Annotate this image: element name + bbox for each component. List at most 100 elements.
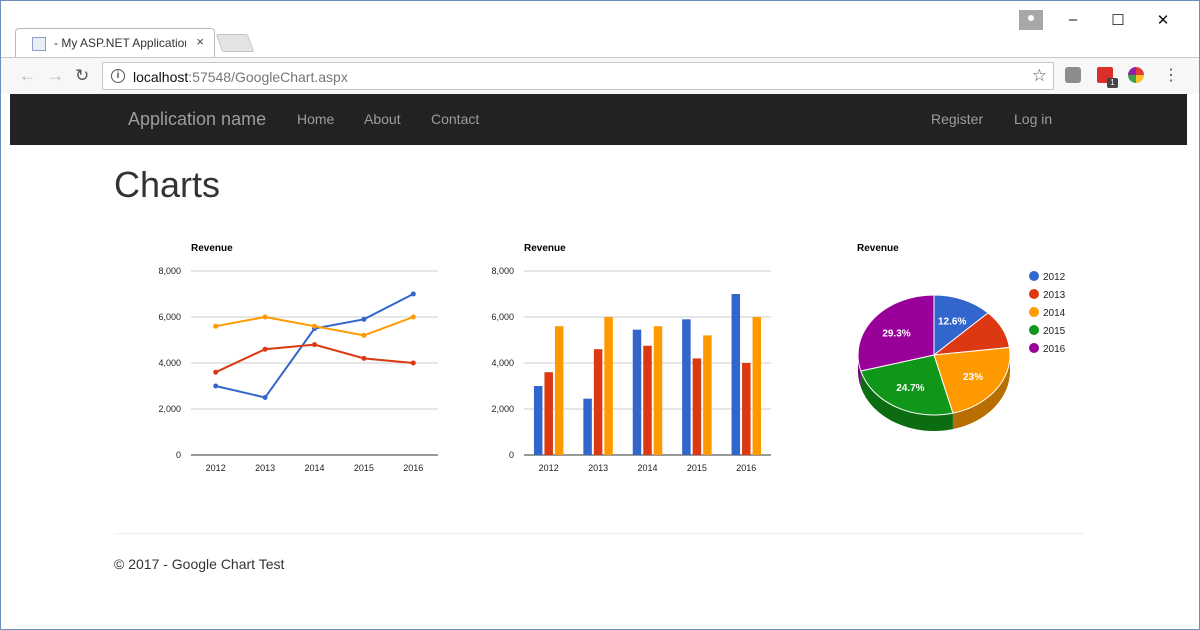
bar xyxy=(632,329,642,455)
data-point xyxy=(361,332,367,338)
maximize-button[interactable]: ☐ xyxy=(1111,12,1125,29)
data-point xyxy=(410,360,416,366)
bar xyxy=(752,317,762,455)
nav-link-home[interactable]: Home xyxy=(297,111,335,127)
bar xyxy=(682,319,691,455)
title-bar: - My ASP.NET Application × – ☐ ✕ xyxy=(1,1,1199,57)
pie-chart: Revenue 12.6% 23% 24.7% 29.3% 2012 2013 2014 201… xyxy=(807,237,1097,487)
data-point xyxy=(312,323,317,329)
minimize-button[interactable]: – xyxy=(1068,11,1078,28)
bar xyxy=(653,326,663,455)
data-point xyxy=(410,314,416,320)
nav-link-login[interactable]: Log in xyxy=(1014,111,1053,127)
bar xyxy=(604,317,613,455)
chart-title: Revenue xyxy=(524,243,566,254)
browser-toolbar: ← → ↻ i localhost:57548/GoogleChart.aspx… xyxy=(1,57,1199,94)
x-tick-label: 2012 xyxy=(539,463,559,473)
profile-icon[interactable] xyxy=(1019,10,1043,30)
back-arrow-icon[interactable]: ← xyxy=(19,66,36,85)
line-chart: Revenue 0 2,000 4,000 6,000 8,000 2012 2013 2014… xyxy=(141,237,451,487)
color-extension-icon[interactable] xyxy=(1128,67,1144,83)
x-tick-label: 2012 xyxy=(206,463,226,473)
data-point xyxy=(410,291,416,297)
pie-slice xyxy=(933,294,989,357)
pie-slice-label: 12.6% xyxy=(938,317,966,328)
data-point xyxy=(262,314,268,320)
line-chart-svg: Revenue 0 2,000 4,000 6,000 8,000 2012 2013 2014… xyxy=(158,243,438,473)
pie-slice xyxy=(860,354,954,416)
pie-slice-label: 24.7% xyxy=(896,383,924,394)
data-point xyxy=(262,395,268,400)
tab-title: - My ASP.NET Application xyxy=(54,36,186,50)
forward-arrow-icon[interactable]: → xyxy=(47,66,64,85)
legend-label: 2013 xyxy=(1043,290,1066,301)
nav-link-register[interactable]: Register xyxy=(931,111,984,127)
brand-link[interactable]: Application name xyxy=(128,109,267,129)
legend-label: 2016 xyxy=(1043,344,1066,355)
data-point xyxy=(213,383,219,389)
url-text[interactable]: localhost:57548/GoogleChart.aspx xyxy=(133,69,348,85)
legend-swatch xyxy=(1029,325,1039,335)
x-tick-label: 2016 xyxy=(403,463,423,473)
x-tick-label: 2013 xyxy=(255,463,275,473)
y-tick-label: 2,000 xyxy=(158,404,181,414)
x-tick-label: 2016 xyxy=(736,463,756,473)
footer-text: © 2017 - Google Chart Test xyxy=(114,556,285,572)
data-point xyxy=(361,355,367,361)
footer-divider xyxy=(114,533,1084,534)
info-icon[interactable]: i xyxy=(111,69,125,83)
series-line xyxy=(215,343,414,374)
chart-title: Revenue xyxy=(191,243,233,254)
pie-slice xyxy=(933,346,1011,414)
site-navbar: Application name Home About Contact Regi… xyxy=(10,94,1187,145)
bar xyxy=(583,398,592,455)
y-tick-label: 8,000 xyxy=(158,266,181,276)
bar xyxy=(533,386,543,455)
legend-label: 2015 xyxy=(1043,326,1066,337)
bookmark-star-icon[interactable]: ☆ xyxy=(1031,66,1047,85)
close-window-button[interactable]: ✕ xyxy=(1156,12,1170,29)
bar xyxy=(692,358,702,455)
y-tick-label: 0 xyxy=(176,450,181,460)
pie-slice-label: 23% xyxy=(963,372,983,383)
nav-link-about[interactable]: About xyxy=(364,111,401,127)
bar xyxy=(643,345,652,455)
legend-swatch xyxy=(1029,271,1039,281)
nav-link-contact[interactable]: Contact xyxy=(431,111,480,127)
browser-menu-icon[interactable]: ⋮ xyxy=(1163,67,1179,84)
legend-swatch xyxy=(1029,307,1039,317)
bar xyxy=(554,326,564,455)
legend-label: 2014 xyxy=(1043,308,1066,319)
x-tick-label: 2014 xyxy=(637,463,657,473)
pocket-extension-icon[interactable] xyxy=(1065,67,1081,83)
reload-icon[interactable]: ↻ xyxy=(75,66,90,85)
x-tick-label: 2015 xyxy=(354,463,374,473)
data-point xyxy=(312,342,317,348)
y-tick-label: 4,000 xyxy=(491,358,514,368)
url-path: :57548/GoogleChart.aspx xyxy=(188,69,348,85)
x-tick-label: 2013 xyxy=(588,463,608,473)
y-tick-label: 6,000 xyxy=(158,312,181,322)
chart-title: Revenue xyxy=(857,243,899,254)
data-point xyxy=(262,346,268,352)
new-tab-button[interactable] xyxy=(215,34,255,52)
pie-slice-side xyxy=(952,355,1010,430)
y-tick-label: 8,000 xyxy=(491,266,514,276)
y-tick-label: 2,000 xyxy=(491,404,514,414)
browser-tab[interactable]: - My ASP.NET Application × xyxy=(15,28,215,57)
data-point xyxy=(361,316,367,322)
tab-close-icon[interactable]: × xyxy=(196,34,204,49)
address-bar[interactable]: i localhost:57548/GoogleChart.aspx ☆ xyxy=(102,62,1054,90)
bar xyxy=(731,294,741,455)
y-tick-label: 6,000 xyxy=(491,312,514,322)
pie-slice xyxy=(857,294,935,372)
x-tick-label: 2014 xyxy=(304,463,324,473)
bar xyxy=(703,335,712,455)
legend-label: 2012 xyxy=(1043,272,1066,283)
legend-swatch xyxy=(1029,343,1039,353)
page-title: Charts xyxy=(114,164,221,205)
bar xyxy=(742,363,751,455)
x-tick-label: 2015 xyxy=(687,463,707,473)
data-point xyxy=(213,369,219,375)
